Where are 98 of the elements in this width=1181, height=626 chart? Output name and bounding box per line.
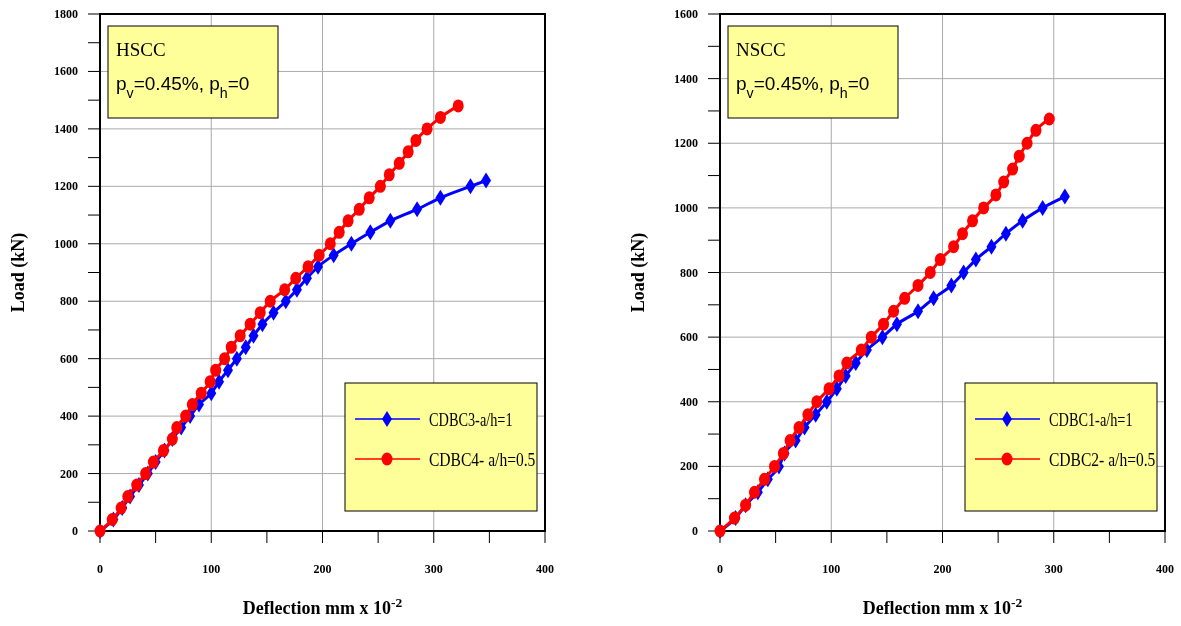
point xyxy=(290,271,302,285)
x-axis-title: Deflection mm x 10$^{-2}$ xyxy=(862,594,1023,618)
x-tick-label: 400 xyxy=(536,562,554,576)
x-tick-label: 300 xyxy=(424,562,443,576)
point xyxy=(924,266,936,279)
point xyxy=(978,201,990,215)
x-tick-label: 100 xyxy=(202,562,221,576)
x-tick-label: 300 xyxy=(1044,562,1063,576)
y-axis-title: Load (kN) xyxy=(628,232,649,313)
point xyxy=(948,240,960,254)
point xyxy=(748,485,760,499)
y-tick-label: 1400 xyxy=(54,121,78,136)
y-tick-label: 200 xyxy=(60,466,78,481)
y-tick-label: 0 xyxy=(72,524,78,538)
y-tick-label: 1600 xyxy=(54,64,78,79)
y-tick-label: 800 xyxy=(680,265,698,280)
point xyxy=(171,421,183,435)
point xyxy=(324,237,336,251)
point xyxy=(1021,136,1033,150)
annotation: p$_{v}$=0.45%, p$_{h}$=0 xyxy=(116,73,250,101)
point xyxy=(1043,112,1055,126)
point xyxy=(180,409,192,423)
y-tick-label: 600 xyxy=(60,351,78,366)
point xyxy=(793,421,805,435)
x-tick-label: 100 xyxy=(822,562,841,576)
point xyxy=(888,304,900,318)
point xyxy=(769,459,781,473)
legend-label: CDBC1-a/h=1 xyxy=(1049,410,1155,430)
point xyxy=(434,110,446,124)
point xyxy=(383,168,395,182)
y-tick-label: 400 xyxy=(680,394,698,409)
y-tick-label: 1800 xyxy=(54,7,78,21)
point xyxy=(957,227,969,241)
point xyxy=(333,225,345,239)
point xyxy=(225,340,237,354)
point xyxy=(244,317,256,331)
point xyxy=(186,398,198,412)
x-tick-label: 400 xyxy=(1156,562,1174,576)
point xyxy=(302,260,314,274)
point xyxy=(802,408,814,422)
legend-label: CDBC4- a/h=0.5 xyxy=(429,450,553,470)
y-tick-label: 200 xyxy=(680,459,698,474)
point xyxy=(878,317,890,331)
y-tick-label: 1600 xyxy=(674,7,698,21)
point xyxy=(195,386,207,400)
point xyxy=(393,156,405,170)
point xyxy=(353,202,365,216)
x-tick-label: 200 xyxy=(313,562,332,576)
point xyxy=(279,283,291,297)
point xyxy=(264,294,276,308)
x-axis-title: Deflection mm x 10$^{-2}$ xyxy=(242,594,403,618)
point xyxy=(421,122,433,136)
legend-label: CDBC3-a/h=1 xyxy=(429,410,535,430)
point xyxy=(823,382,835,396)
point xyxy=(219,352,231,366)
y-tick-label: 1400 xyxy=(674,71,698,86)
y-tick-label: 800 xyxy=(60,294,78,309)
point xyxy=(210,363,222,377)
point xyxy=(1013,149,1025,163)
y-tick-label: 1200 xyxy=(674,136,698,151)
y-axis-title: Load (kN) xyxy=(8,232,29,313)
point xyxy=(912,278,924,292)
point xyxy=(234,329,246,343)
point xyxy=(1007,162,1019,176)
point xyxy=(833,369,845,383)
point xyxy=(967,214,979,228)
point xyxy=(1030,123,1042,137)
annotation: p$_{v}$=0.45%, p$_{h}$=0 xyxy=(736,73,870,101)
point xyxy=(990,188,1002,202)
x-tick-label: 200 xyxy=(933,562,952,576)
legend-label: CDBC2- a/h=0.5 xyxy=(1049,450,1173,470)
y-tick-label: 0 xyxy=(692,524,698,538)
point xyxy=(342,214,354,228)
y-tick-label: 600 xyxy=(680,330,698,345)
x-tick-label: 0 xyxy=(97,562,103,576)
point xyxy=(811,395,823,409)
point xyxy=(254,306,266,320)
annotation: NSCC xyxy=(736,39,786,60)
point xyxy=(363,191,375,205)
point xyxy=(998,175,1010,189)
point xyxy=(204,375,216,389)
y-tick-label: 1200 xyxy=(54,179,78,194)
x-tick-label: 0 xyxy=(717,562,723,576)
point xyxy=(410,133,422,147)
point xyxy=(452,99,464,113)
point xyxy=(784,434,796,448)
annotation: HSCC xyxy=(116,39,166,60)
point xyxy=(402,145,414,159)
point xyxy=(855,343,867,357)
point xyxy=(934,253,946,267)
y-tick-label: 400 xyxy=(60,409,78,424)
point xyxy=(374,179,386,193)
point xyxy=(313,248,325,262)
y-tick-label: 1000 xyxy=(674,200,698,215)
point xyxy=(899,291,911,305)
y-tick-label: 1000 xyxy=(54,236,78,251)
point xyxy=(865,330,877,344)
point xyxy=(841,356,853,370)
